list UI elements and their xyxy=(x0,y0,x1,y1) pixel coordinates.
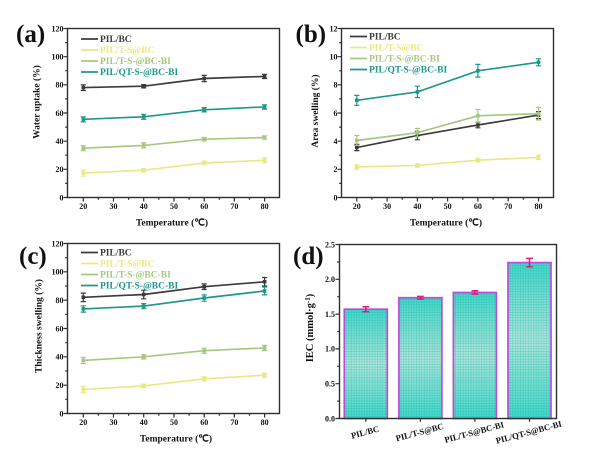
svg-text:0.5: 0.5 xyxy=(325,380,335,389)
svg-text:(a): (a) xyxy=(16,21,45,48)
svg-text:PIL/T-S@BC: PIL/T-S@BC xyxy=(100,46,155,56)
svg-text:30: 30 xyxy=(110,418,118,427)
svg-text:30: 30 xyxy=(110,202,118,211)
svg-text:60: 60 xyxy=(56,324,64,333)
svg-text:50: 50 xyxy=(170,418,178,427)
svg-text:1.0: 1.0 xyxy=(325,345,335,354)
svg-text:2: 2 xyxy=(334,165,338,174)
svg-text:PIL/T-S-@BC-BI: PIL/T-S-@BC-BI xyxy=(100,57,171,67)
svg-text:PIL/T-S-@BC-BI: PIL/T-S-@BC-BI xyxy=(100,271,171,281)
svg-text:1.5: 1.5 xyxy=(325,310,335,319)
svg-text:PIL/T-S@BC: PIL/T-S@BC xyxy=(369,44,424,54)
svg-text:20: 20 xyxy=(353,202,361,211)
svg-text:40: 40 xyxy=(56,353,64,362)
svg-text:100: 100 xyxy=(52,268,64,277)
svg-text:6: 6 xyxy=(334,109,338,118)
svg-text:70: 70 xyxy=(504,202,512,211)
svg-text:20: 20 xyxy=(56,165,64,174)
svg-text:Temperature (℃): Temperature (℃) xyxy=(136,218,208,229)
svg-text:2.5: 2.5 xyxy=(325,240,335,249)
svg-text:70: 70 xyxy=(230,418,238,427)
svg-text:0: 0 xyxy=(60,193,64,202)
svg-text:50: 50 xyxy=(170,202,178,211)
svg-text:Water uptake (%): Water uptake (%) xyxy=(32,65,43,139)
svg-text:70: 70 xyxy=(230,202,238,211)
svg-text:0: 0 xyxy=(334,193,338,202)
svg-text:20: 20 xyxy=(79,202,87,211)
svg-text:40: 40 xyxy=(56,137,64,146)
svg-text:(d): (d) xyxy=(293,243,324,270)
svg-text:80: 80 xyxy=(535,202,543,211)
svg-text:0: 0 xyxy=(60,409,64,418)
svg-text:80: 80 xyxy=(261,418,269,427)
svg-text:120: 120 xyxy=(52,239,64,248)
svg-text:Temperature (℃): Temperature (℃) xyxy=(140,434,212,445)
svg-text:Temperature (℃): Temperature (℃) xyxy=(410,218,482,229)
svg-text:80: 80 xyxy=(56,81,64,90)
svg-text:PIL/T-S-@BC-BI: PIL/T-S-@BC-BI xyxy=(369,55,440,65)
svg-text:60: 60 xyxy=(200,418,208,427)
svg-text:8: 8 xyxy=(334,81,338,90)
svg-text:Thickness swelling (%): Thickness swelling (%) xyxy=(34,279,45,373)
svg-text:0.0: 0.0 xyxy=(325,414,335,423)
svg-text:40: 40 xyxy=(140,418,148,427)
svg-text:40: 40 xyxy=(413,202,421,211)
svg-text:PIL/QT-S-@BC-BI: PIL/QT-S-@BC-BI xyxy=(100,282,178,292)
svg-text:IEC (mmol·g-1): IEC (mmol·g-1) xyxy=(304,293,316,362)
svg-text:10: 10 xyxy=(330,53,338,62)
svg-text:PIL/BC: PIL/BC xyxy=(100,249,132,259)
svg-text:2.0: 2.0 xyxy=(325,275,335,284)
svg-text:Area swelling (%): Area swelling (%) xyxy=(310,74,321,147)
svg-text:60: 60 xyxy=(474,202,482,211)
svg-text:80: 80 xyxy=(56,296,64,305)
svg-text:20: 20 xyxy=(79,418,87,427)
svg-text:4: 4 xyxy=(334,137,338,146)
svg-text:PIL/BC: PIL/BC xyxy=(369,33,401,43)
svg-text:40: 40 xyxy=(140,202,148,211)
svg-text:PIL/BC: PIL/BC xyxy=(100,35,132,45)
svg-text:PIL/QT-S-@BC-BI: PIL/QT-S-@BC-BI xyxy=(369,66,447,76)
svg-text:12: 12 xyxy=(330,24,338,33)
svg-text:30: 30 xyxy=(383,202,391,211)
svg-text:(b): (b) xyxy=(296,21,327,48)
svg-text:60: 60 xyxy=(200,202,208,211)
svg-text:PIL/T-S@BC: PIL/T-S@BC xyxy=(100,260,155,270)
svg-text:50: 50 xyxy=(444,202,452,211)
svg-text:(c): (c) xyxy=(19,243,47,270)
svg-text:100: 100 xyxy=(52,53,64,62)
svg-text:60: 60 xyxy=(56,109,64,118)
svg-text:120: 120 xyxy=(52,24,64,33)
svg-text:PIL/QT-S-@BC-BI: PIL/QT-S-@BC-BI xyxy=(100,68,178,78)
svg-text:80: 80 xyxy=(261,202,269,211)
svg-text:20: 20 xyxy=(56,381,64,390)
